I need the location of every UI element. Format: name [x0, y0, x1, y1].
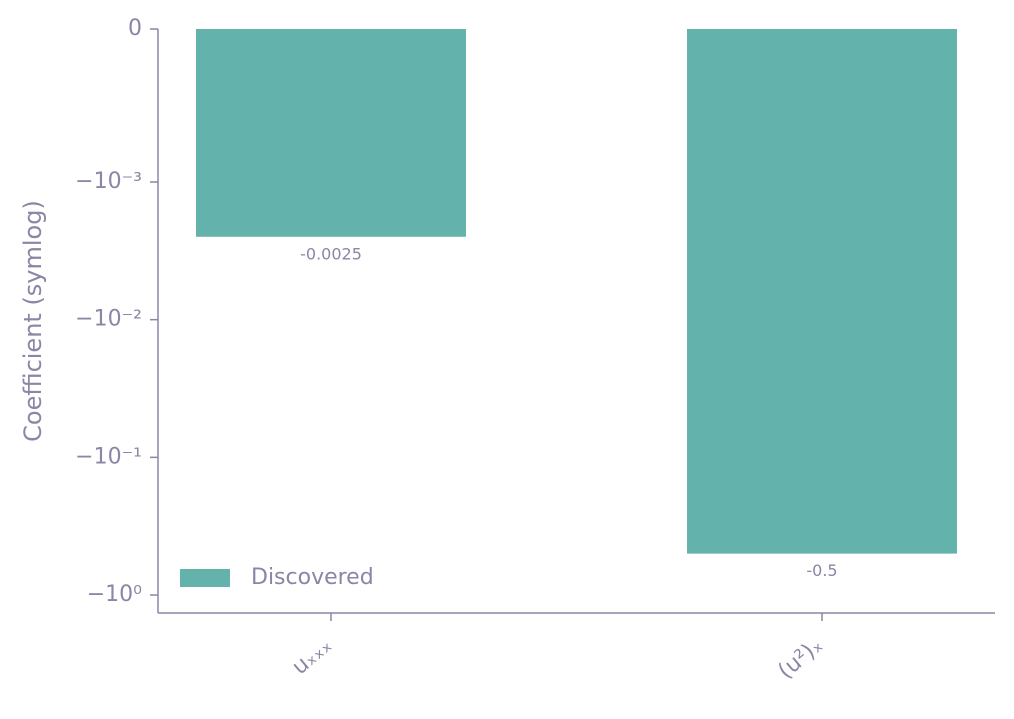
bar	[196, 29, 466, 237]
y-tick-label: −10⁻²	[75, 307, 142, 332]
y-tick-label: −10⁻¹	[75, 444, 142, 469]
x-tick-label: (u²)ₓ	[774, 633, 828, 684]
x-tick-label: uₓₓₓ	[288, 633, 337, 680]
y-tick-label: −10⁻³	[75, 169, 142, 194]
y-tick-label: 0	[128, 16, 142, 41]
legend-swatch	[180, 569, 230, 587]
value-label: -0.0025	[300, 244, 362, 263]
legend-label: Discovered	[251, 565, 374, 590]
y-axis-label: Coefficient (symlog)	[19, 200, 47, 442]
bar	[687, 29, 957, 554]
value-label: -0.5	[806, 561, 837, 580]
y-tick-label: −10⁰	[87, 582, 142, 607]
